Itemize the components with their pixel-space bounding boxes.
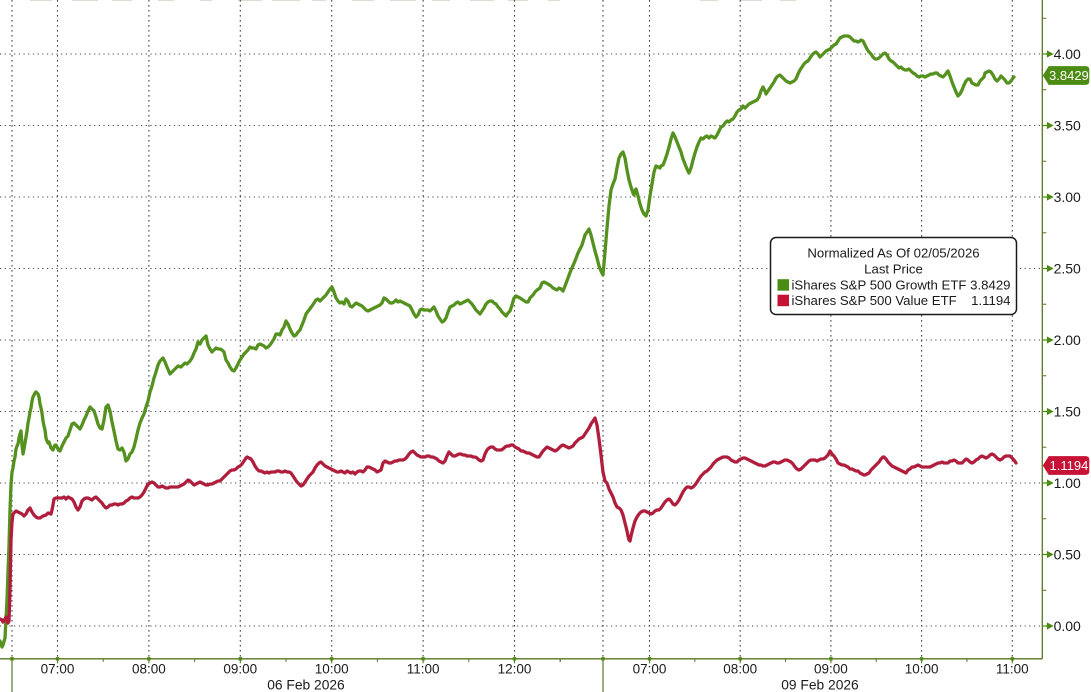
svg-text:10:00: 10:00 (315, 662, 349, 677)
svg-text:09:00: 09:00 (814, 662, 848, 677)
svg-text:09:00: 09:00 (223, 662, 257, 677)
svg-text:1.1194: 1.1194 (1050, 458, 1089, 473)
svg-text:11:00: 11:00 (996, 662, 1029, 677)
svg-text:iShares S&P 500 Growth ETF: iShares S&P 500 Growth ETF (792, 278, 967, 293)
svg-text:1.1194: 1.1194 (971, 293, 1010, 308)
svg-text:4.00: 4.00 (1054, 46, 1081, 62)
svg-text:10:00: 10:00 (905, 662, 939, 677)
svg-text:3.8429: 3.8429 (1049, 68, 1089, 83)
svg-text:0.00: 0.00 (1054, 618, 1081, 634)
svg-text:09 Feb 2026: 09 Feb 2026 (781, 678, 859, 692)
svg-text:07:00: 07:00 (633, 662, 667, 677)
svg-text:Last Price: Last Price (864, 262, 923, 277)
svg-text:08:00: 08:00 (132, 662, 166, 677)
svg-text:07:00: 07:00 (41, 662, 75, 677)
svg-text:3.8429: 3.8429 (970, 278, 1010, 293)
svg-text:iShares S&P 500 Value ETF: iShares S&P 500 Value ETF (792, 293, 957, 308)
svg-text:0.50: 0.50 (1054, 546, 1081, 562)
svg-text:3.50: 3.50 (1054, 117, 1081, 133)
svg-text:06 Feb 2026: 06 Feb 2026 (267, 678, 345, 692)
svg-text:Normalized As Of 02/05/2026: Normalized As Of 02/05/2026 (807, 246, 979, 261)
svg-text:1.00: 1.00 (1054, 475, 1081, 491)
svg-text:11:00: 11:00 (407, 662, 440, 677)
svg-text:2.50: 2.50 (1054, 260, 1081, 276)
svg-text:1.50: 1.50 (1054, 403, 1081, 419)
svg-text:12:00: 12:00 (498, 662, 532, 677)
svg-text:08:00: 08:00 (723, 662, 757, 677)
svg-text:2.00: 2.00 (1054, 332, 1081, 348)
svg-text:3.00: 3.00 (1054, 189, 1081, 205)
